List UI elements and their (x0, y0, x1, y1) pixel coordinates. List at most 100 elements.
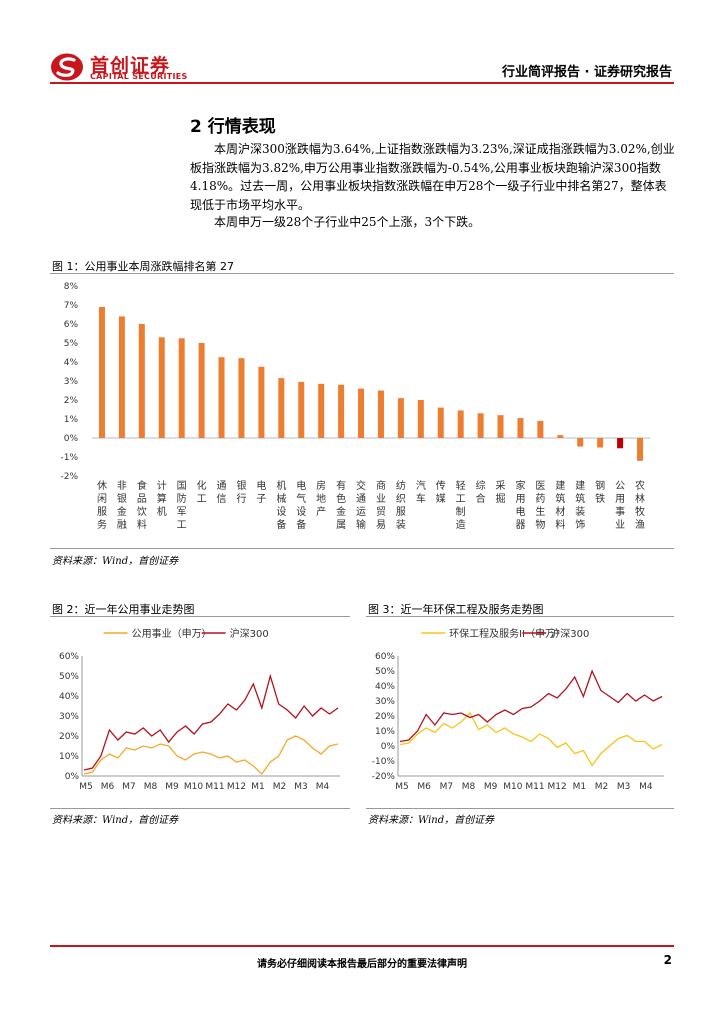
figure-1-title: 图 1：公用事业本周涨跌幅排名第 27 (52, 260, 234, 273)
y-tick-label: 50% (375, 667, 395, 677)
x-label-电子: 电子 (256, 479, 266, 505)
x-label-国防军工: 国防军工 (177, 480, 187, 531)
bar-房地产 (318, 383, 325, 438)
bar-综合 (477, 413, 484, 438)
figure-1-bottom-rule (50, 548, 674, 549)
y-tick-label: 5% (64, 339, 79, 349)
utilities-series-line-1 (83, 673, 339, 771)
legend-label: 公用事业（申万） (132, 627, 212, 640)
x-label-建筑装饰: 建筑装饰 (575, 479, 585, 531)
bar-轻工制造 (457, 410, 464, 438)
y-tick-label: -20% (372, 772, 396, 782)
y-tick-label: 0% (64, 434, 79, 444)
figure-1-top-rule (50, 273, 674, 274)
figure-3-title: 图 3：近一年环保工程及服务走势图 (368, 603, 544, 616)
bar-纺织服装 (397, 398, 404, 438)
x-label-公用事业: 公用事业 (615, 481, 625, 531)
y-tick-label: 7% (64, 301, 79, 311)
x-tick-label: M3 (294, 782, 308, 792)
x-tick-label: M8 (144, 782, 158, 792)
logo-text-chinese: 首创证券 (90, 55, 171, 77)
y-tick-label: 2% (64, 396, 79, 406)
figure-2-top-rule (50, 616, 350, 617)
bar-电气设备 (298, 381, 305, 438)
header-rule (50, 82, 674, 84)
x-tick-label: M2 (273, 782, 287, 792)
legend-label: 环保工程及服务II（申万） (449, 627, 565, 640)
y-tick-label: 0% (381, 742, 396, 752)
x-label-机械设备: 机械设备 (276, 479, 286, 531)
utilities-trend-line-chart: 0% 10% 20% 30% 40% 50% 60% M5 M6 M7 M8 M9 M10 M11 M12 M… (59, 627, 340, 792)
y-tick-label: 10% (375, 727, 395, 737)
x-tick-label: M4 (639, 782, 653, 792)
x-label-钢铁: 钢铁 (595, 479, 605, 505)
figure-2-bottom-rule (50, 808, 350, 809)
bar-有色金属 (338, 384, 345, 438)
bar-银行 (238, 358, 245, 438)
figure-2-title: 图 2：近一年公用事业走势图 (52, 603, 195, 616)
legend-label: 沪深300 (550, 627, 589, 640)
y-tick-label: 0% (65, 772, 80, 782)
bar-休闲服务 (98, 306, 105, 438)
company-logo-icon (51, 53, 83, 81)
x-label-商业贸易: 商业贸易 (376, 479, 386, 531)
x-tick-label: M1 (251, 782, 265, 792)
bar-公用事业 (617, 438, 624, 449)
x-tick-label: M7 (122, 782, 136, 792)
y-tick-label: 20% (375, 712, 395, 722)
legend-label: 沪深300 (230, 627, 269, 640)
y-tick-label: 6% (64, 320, 79, 330)
report-type-label: 行业简评报告 · 证券研究报告 (502, 65, 672, 80)
x-tick-label: M5 (395, 782, 409, 792)
x-tick-label: M10 (503, 782, 522, 792)
bar-计算机 (158, 337, 165, 438)
x-tick-label: M11 (205, 782, 224, 792)
x-label-交通运输: 交通运输 (356, 479, 366, 531)
x-label-有色金属: 有色金属 (336, 479, 346, 531)
paragraph-industry-count: 本周申万一级28个子行业中25个上涨，3个下跌。 (214, 215, 481, 229)
x-tick-label: M2 (595, 782, 609, 792)
bar-传媒 (437, 407, 444, 438)
x-label-家用电器: 家用电器 (515, 479, 525, 531)
bar-家用电器 (517, 418, 524, 438)
y-tick-label: -2% (60, 472, 78, 482)
x-tick-label: M6 (417, 782, 431, 792)
x-label-医药生物: 医药生物 (535, 480, 545, 531)
x-tick-label: M6 (101, 782, 115, 792)
x-label-休闲服务: 休闲服务 (97, 480, 107, 531)
x-tick-label: M7 (440, 782, 454, 792)
logo-text-english: CAPITAL SECURITIES (90, 72, 188, 81)
bar-建筑装饰 (577, 438, 584, 447)
y-tick-label: 20% (59, 732, 79, 742)
figure-1-source: 资料来源：Wind，首创证券 (52, 556, 179, 567)
env-series-line-0 (399, 711, 663, 767)
x-label-综合: 综合 (476, 479, 486, 505)
bar-化工 (198, 343, 205, 438)
y-tick-label: 60% (59, 652, 79, 662)
figure-3-source: 资料来源：Wind，首创证券 (368, 815, 495, 826)
bar-国防军工 (178, 338, 185, 438)
x-tick-label: M9 (484, 782, 498, 792)
y-tick-label: 8% (64, 282, 79, 292)
x-tick-label: M4 (316, 782, 330, 792)
bar-钢铁 (597, 438, 604, 448)
x-tick-label: M12 (548, 782, 567, 792)
x-tick-label: M11 (525, 782, 544, 792)
y-tick-label: 40% (375, 682, 395, 692)
bar-非银金融 (118, 316, 125, 438)
y-tick-label: 60% (375, 652, 395, 662)
y-tick-label: -10% (372, 757, 396, 767)
x-tick-label: M12 (227, 782, 246, 792)
section-title: 2 行情表现 (190, 117, 276, 137)
x-label-化工: 化工 (197, 479, 207, 505)
utilities-series-line-0 (83, 735, 339, 775)
legal-notice-footer: 请务必仔细阅读本报告最后部分的重要法律声明 (257, 959, 467, 970)
y-tick-label: 1% (64, 415, 79, 425)
x-tick-label: M8 (462, 782, 476, 792)
industry-ranking-bar-chart: -2% -1% 0% 1% 2% 3% 4% 5% 6% 7% 8% 休闲服务非银金融食品饮料计算机国… (60, 282, 650, 531)
x-label-采掘: 采掘 (496, 480, 506, 505)
x-label-农林牧渔: 农林牧渔 (635, 479, 645, 531)
env-series-line-1 (399, 669, 663, 743)
y-tick-label: 30% (59, 712, 79, 722)
bar-汽车 (417, 400, 424, 438)
